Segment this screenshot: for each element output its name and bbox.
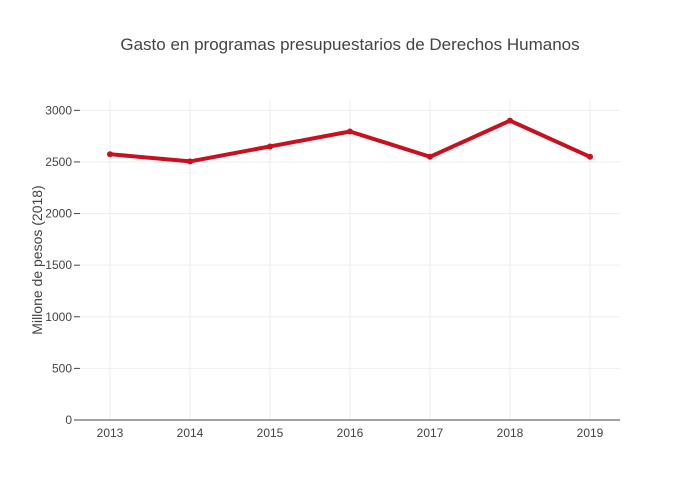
y-axis-title: Millone de pesos (2018) (29, 185, 45, 334)
grid-lines (80, 100, 620, 420)
data-point[interactable] (427, 153, 433, 160)
y-tick-label: 2500 (45, 155, 72, 169)
x-tick-label: 2019 (577, 426, 604, 440)
x-tick-label: 2013 (97, 426, 124, 440)
data-point[interactable] (267, 143, 273, 150)
y-tick-label: 2000 (45, 207, 72, 221)
data-point[interactable] (347, 128, 353, 135)
x-tick-label: 2018 (497, 426, 524, 440)
chart-title: Gasto en programas presupuestarios de De… (120, 35, 579, 54)
y-tick-label: 1500 (45, 258, 72, 272)
x-tick-label: 2017 (417, 426, 444, 440)
y-tick-label: 1000 (45, 310, 72, 324)
series-layer (107, 117, 593, 165)
y-tick-label: 3000 (45, 103, 72, 117)
x-tick-label: 2016 (337, 426, 364, 440)
y-axis-tick-labels: 0 500 1000 1500 2000 2500 3000 (45, 103, 80, 427)
data-point[interactable] (187, 158, 193, 165)
x-tick-label: 2015 (257, 426, 284, 440)
x-tick-label: 2014 (177, 426, 204, 440)
data-point[interactable] (587, 153, 593, 160)
y-tick-label: 500 (52, 361, 72, 375)
x-axis-tick-labels: 2013 2014 2015 2016 2017 2018 2019 (97, 426, 604, 440)
data-point[interactable] (507, 117, 513, 124)
data-point[interactable] (107, 151, 113, 158)
y-tick-label: 0 (65, 413, 72, 427)
